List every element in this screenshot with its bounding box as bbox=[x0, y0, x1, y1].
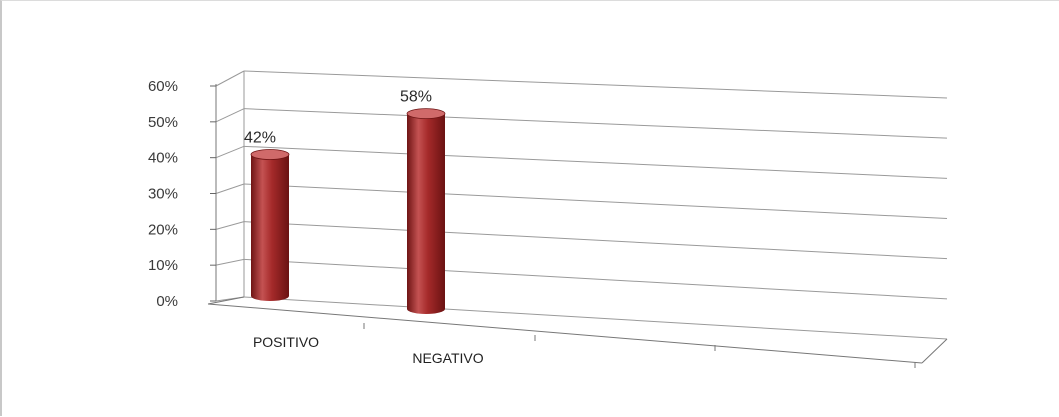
y-axis-ticks: 0% 10% 20% 30% 40% 50% 60% bbox=[148, 78, 216, 310]
gridlines bbox=[215, 70, 948, 302]
gridline bbox=[243, 145, 948, 179]
bar-top bbox=[250, 149, 290, 160]
y-tick-label: 20% bbox=[148, 221, 178, 238]
gridline bbox=[243, 70, 948, 99]
bars bbox=[250, 108, 446, 315]
y-tick-label: 40% bbox=[148, 150, 178, 167]
y-tick-label: 30% bbox=[148, 186, 178, 203]
y-tick-label: 0% bbox=[156, 293, 178, 310]
floor-right-edge bbox=[921, 338, 948, 364]
bar-positivo bbox=[250, 149, 290, 301]
x-axis-line bbox=[207, 303, 923, 364]
bar-negativo bbox=[406, 108, 446, 315]
gridline bbox=[243, 108, 948, 139]
gridline bbox=[243, 221, 948, 260]
bar-top bbox=[406, 108, 446, 120]
data-label: 58% bbox=[400, 89, 432, 106]
category-label: NEGATIVO bbox=[412, 350, 483, 366]
floor-left-edge bbox=[207, 296, 245, 305]
y-tick-label: 50% bbox=[148, 114, 178, 131]
gridline-side bbox=[215, 183, 245, 194]
bar-body bbox=[251, 154, 289, 301]
y-tick-label: 10% bbox=[148, 257, 178, 274]
gridline bbox=[243, 258, 948, 300]
gridline-side bbox=[215, 258, 245, 266]
category-label: POSITIVO bbox=[253, 334, 319, 350]
gridline-side bbox=[215, 70, 245, 87]
data-labels: 42% 58% bbox=[244, 89, 432, 147]
data-label: 42% bbox=[244, 130, 276, 147]
axes bbox=[207, 71, 948, 368]
gridline-side bbox=[215, 221, 245, 230]
gridline bbox=[243, 183, 948, 219]
gridline-side bbox=[215, 108, 245, 123]
bar-body bbox=[407, 113, 445, 315]
category-labels: POSITIVO NEGATIVO bbox=[253, 334, 484, 366]
floor-back-edge bbox=[243, 296, 948, 340]
gridline-side bbox=[215, 145, 245, 159]
y-tick-label: 60% bbox=[148, 78, 178, 95]
